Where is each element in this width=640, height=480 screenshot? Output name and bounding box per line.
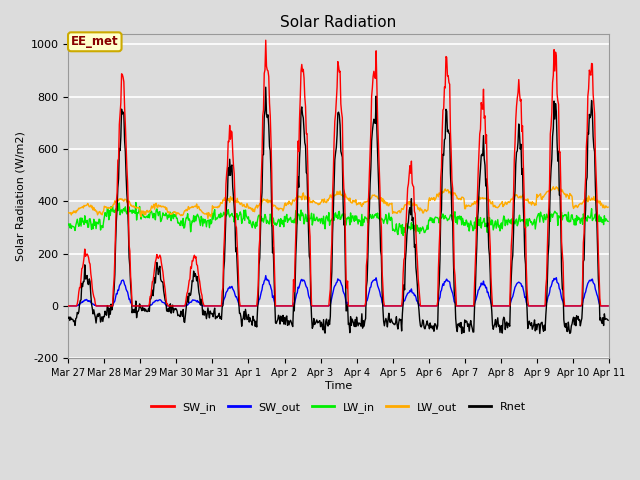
LW_in: [405, 224, 413, 229]
SW_out: [65, 303, 72, 309]
LW_in: [65, 222, 72, 228]
SW_out: [404, 290, 412, 296]
SW_in: [420, 303, 428, 309]
LW_out: [420, 208, 428, 214]
LW_in: [604, 218, 612, 224]
Line: LW_in: LW_in: [68, 203, 608, 235]
SW_out: [262, 273, 269, 278]
Rnet: [74, 311, 82, 317]
Rnet: [65, 315, 72, 321]
LW_out: [184, 204, 192, 209]
SW_in: [74, 297, 82, 302]
LW_in: [421, 229, 429, 235]
LW_in: [130, 209, 138, 215]
Rnet: [604, 317, 612, 323]
Rnet: [420, 325, 428, 331]
LW_out: [214, 205, 221, 211]
LW_out: [74, 206, 82, 212]
SW_out: [130, 303, 138, 309]
LW_out: [550, 184, 557, 190]
SW_in: [65, 303, 72, 309]
Line: LW_out: LW_out: [68, 187, 608, 218]
SW_out: [420, 303, 428, 309]
SW_in: [130, 303, 138, 309]
Line: SW_in: SW_in: [68, 40, 608, 306]
SW_out: [213, 303, 221, 309]
Rnet: [458, 331, 465, 336]
SW_in: [604, 303, 612, 309]
LW_out: [130, 203, 138, 209]
LW_in: [214, 215, 221, 221]
SW_in: [184, 284, 192, 289]
LW_out: [404, 199, 412, 204]
X-axis label: Time: Time: [325, 381, 352, 391]
LW_out: [65, 210, 72, 216]
LW_out: [604, 204, 612, 210]
SW_in: [262, 37, 269, 43]
Rnet: [404, 218, 412, 224]
Line: SW_out: SW_out: [68, 276, 608, 306]
SW_in: [404, 181, 412, 187]
Title: Solar Radiation: Solar Radiation: [280, 15, 397, 30]
LW_in: [399, 232, 407, 238]
LW_in: [74, 220, 82, 226]
Line: Rnet: Rnet: [68, 87, 608, 334]
LW_out: [204, 216, 212, 221]
Rnet: [130, 310, 138, 315]
SW_out: [184, 301, 192, 307]
SW_out: [604, 303, 612, 309]
Rnet: [213, 315, 221, 321]
Y-axis label: Solar Radiation (W/m2): Solar Radiation (W/m2): [15, 131, 25, 261]
Text: EE_met: EE_met: [71, 36, 118, 48]
SW_out: [74, 302, 82, 308]
Rnet: [184, 300, 192, 305]
SW_in: [213, 303, 221, 309]
Rnet: [262, 84, 269, 90]
LW_in: [186, 216, 193, 222]
LW_in: [132, 200, 140, 205]
Legend: SW_in, SW_out, LW_in, LW_out, Rnet: SW_in, SW_out, LW_in, LW_out, Rnet: [147, 398, 530, 418]
